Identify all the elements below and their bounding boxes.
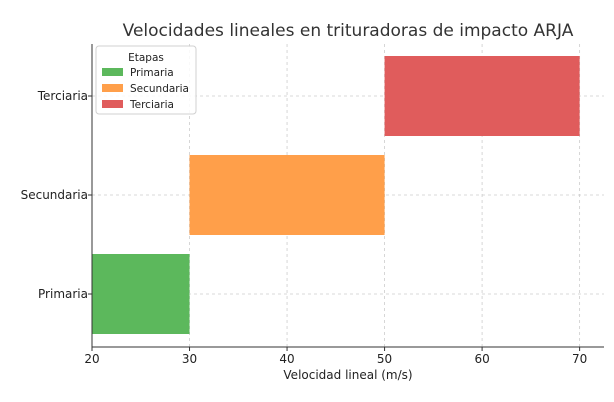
legend-items: Primaria Secundaria Terciaria	[102, 67, 189, 111]
legend-swatch-primaria	[102, 68, 123, 76]
axes-layer: 20 30 40 50 60 70 Primaria Secundaria Terciaria	[21, 44, 604, 366]
x-tick-label: 70	[572, 352, 587, 366]
x-tick-label: 50	[377, 352, 392, 366]
bar-primaria	[92, 254, 190, 334]
legend-swatch-secundaria	[102, 84, 123, 92]
x-axis-label: Velocidad lineal (m/s)	[283, 368, 412, 382]
y-tick-label-primaria: Primaria	[38, 287, 88, 301]
y-tick-label-terciaria: Terciaria	[37, 89, 88, 103]
legend-label-terciaria: Terciaria	[129, 99, 174, 111]
bar-secundaria	[189, 155, 385, 235]
chart-title: Velocidades lineales en trituradoras de …	[123, 21, 574, 41]
x-tick-label: 60	[474, 352, 489, 366]
x-tick-label: 40	[279, 352, 294, 366]
bar-terciaria	[384, 56, 580, 136]
x-tick-label: 20	[84, 352, 99, 366]
legend: Etapas Primaria Secundaria Terciaria	[95, 45, 197, 115]
legend-label-primaria: Primaria	[130, 67, 174, 79]
legend-frame	[95, 45, 197, 115]
legend-title: Etapas	[128, 52, 164, 64]
legend-label-secundaria: Secundaria	[130, 83, 189, 95]
y-tick-label-secundaria: Secundaria	[21, 188, 88, 202]
x-tick-label: 30	[182, 352, 197, 366]
bars-layer	[92, 56, 580, 334]
legend-swatch-terciaria	[102, 100, 123, 108]
